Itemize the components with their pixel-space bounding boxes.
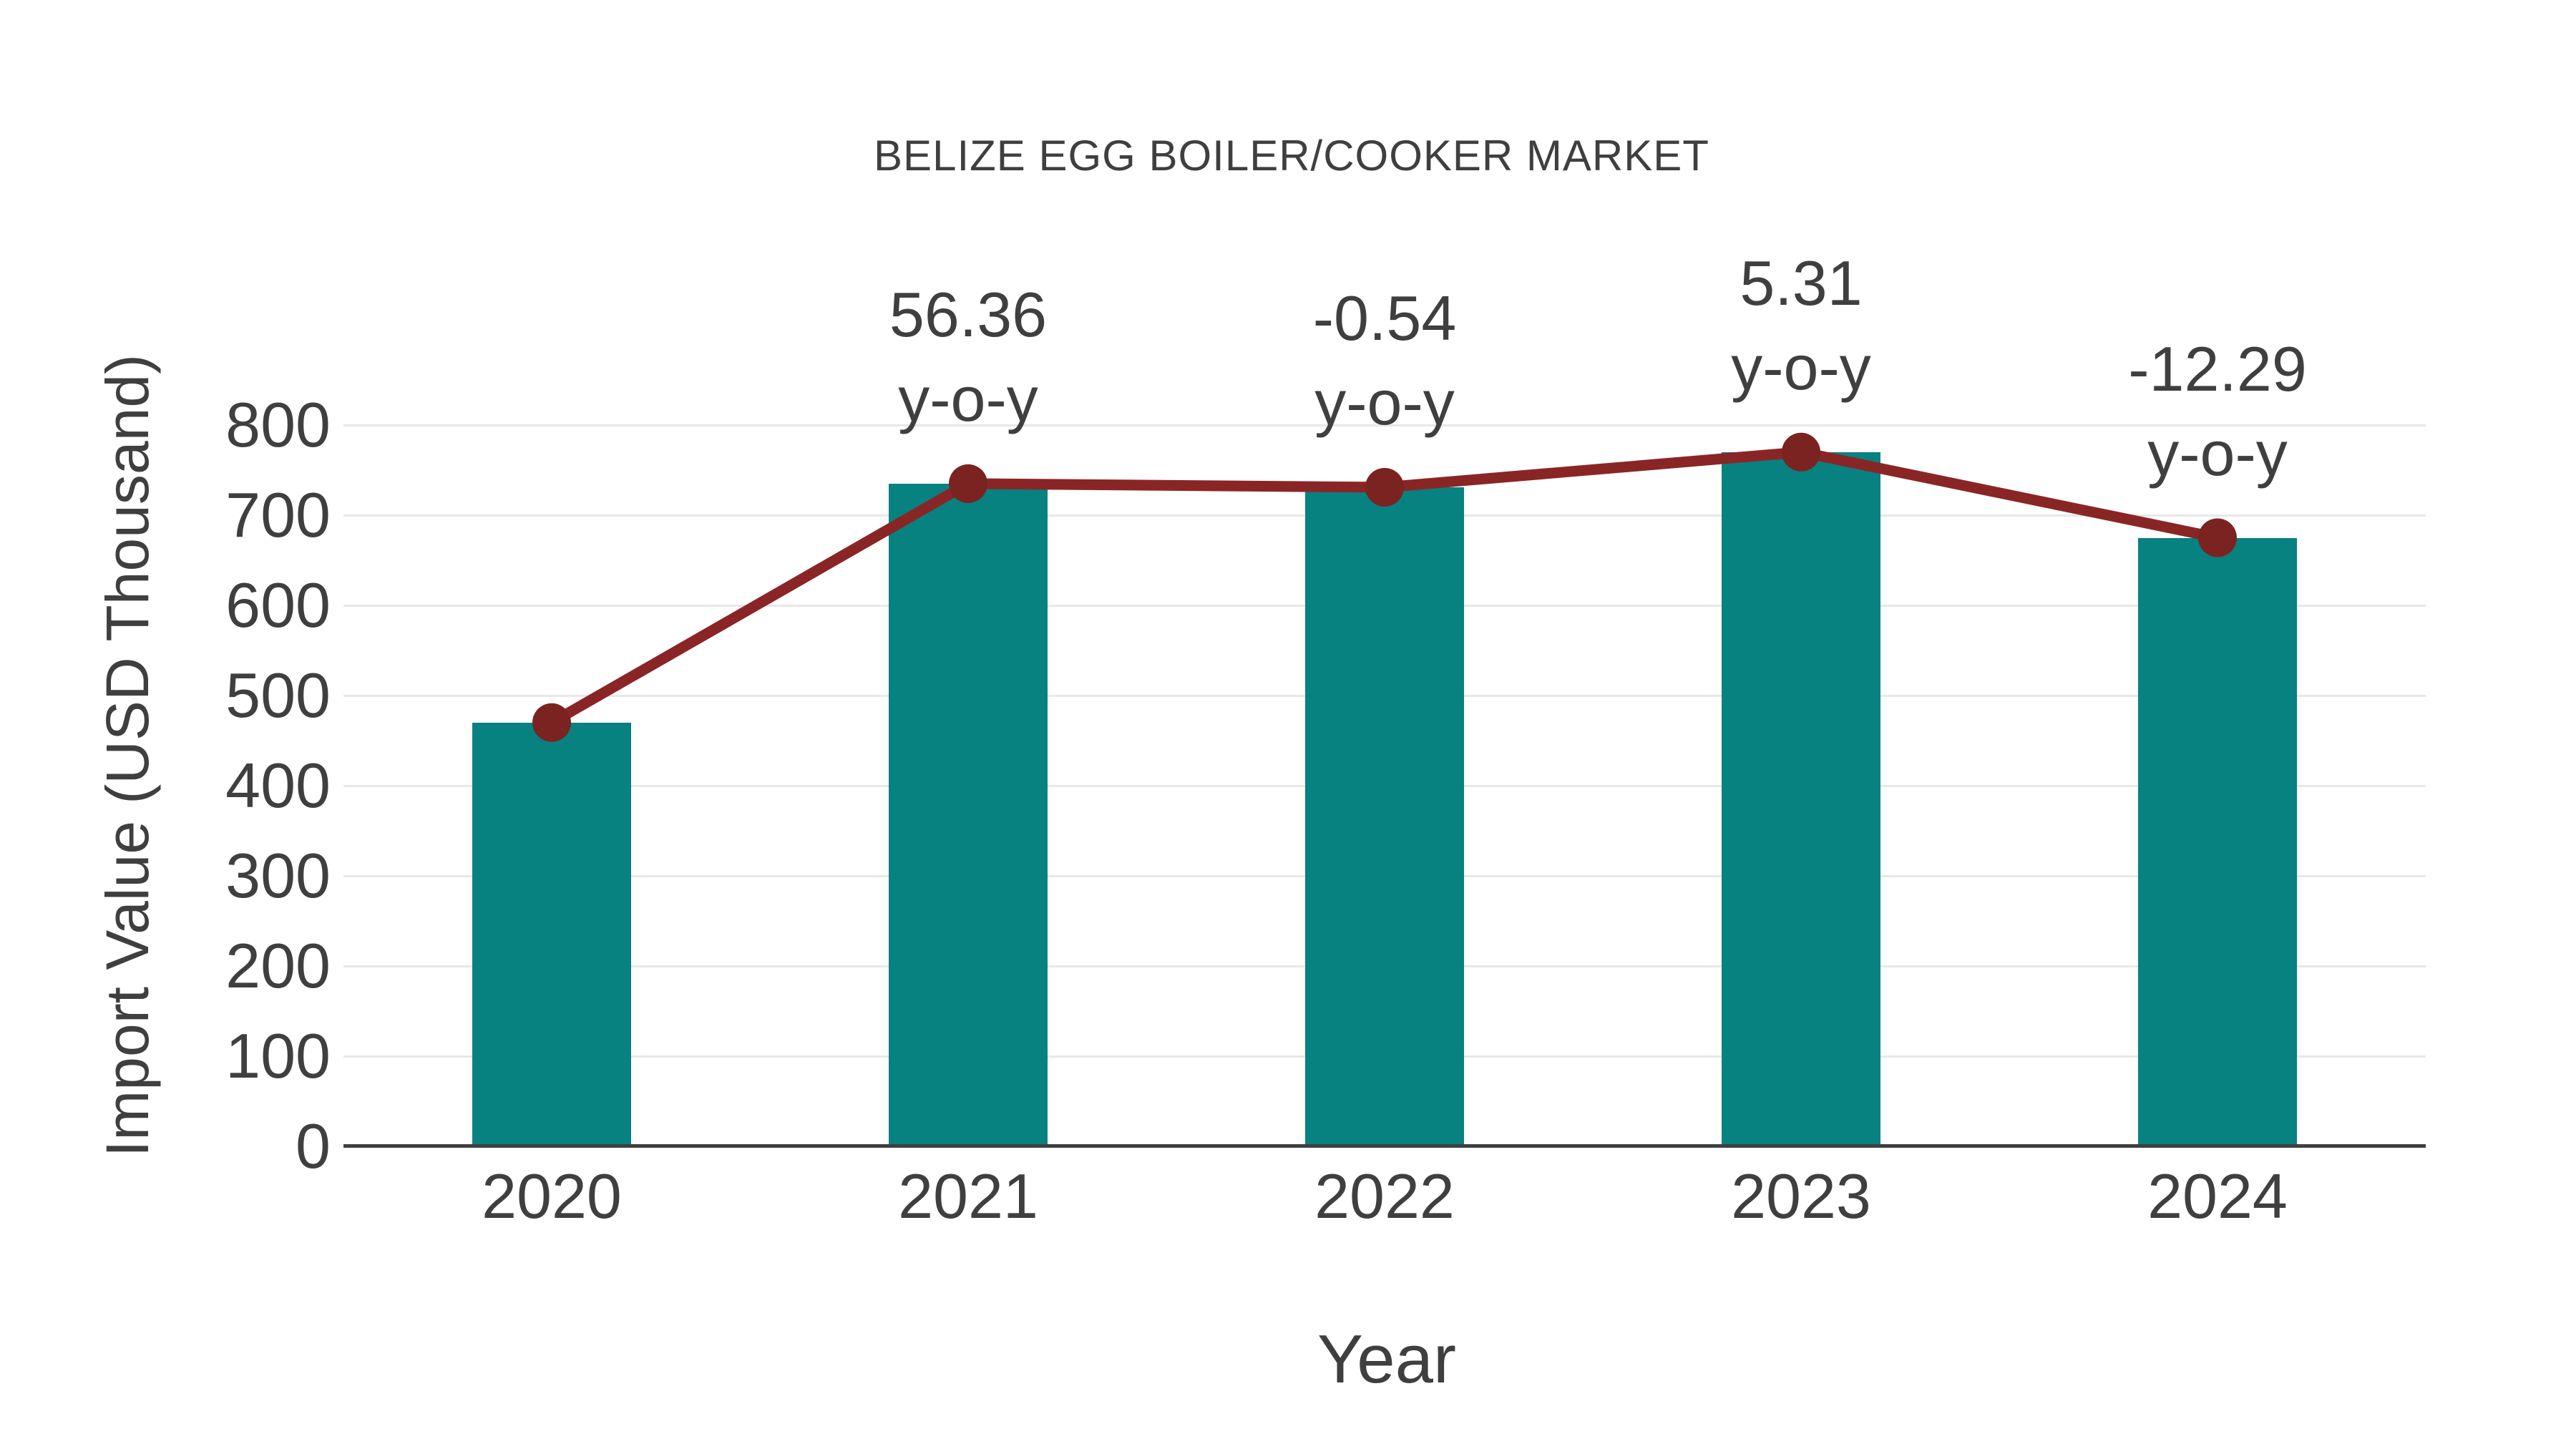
y-tick-label-700: 700 — [225, 479, 331, 550]
yoy-value-2023: 5.31 — [1740, 247, 1863, 318]
yoy-suffix-2021: y-o-y — [898, 363, 1038, 434]
bar-2024 — [2138, 537, 2297, 1146]
bar-2023 — [1722, 452, 1880, 1146]
y-tick-label-300: 300 — [225, 840, 331, 911]
bar-2022 — [1305, 487, 1464, 1146]
grid-line-800 — [343, 424, 2426, 426]
x-tick-label-2022: 2022 — [1314, 1161, 1455, 1231]
yoy-value-2022: -0.54 — [1312, 282, 1457, 353]
y-tick-label-600: 600 — [225, 570, 331, 640]
x-tick-label-2023: 2023 — [1731, 1161, 1871, 1231]
yoy-value-2021: 56.36 — [889, 278, 1048, 350]
chart-title: BELIZE EGG BOILER/COOKER MARKET — [874, 132, 1709, 180]
yoy-suffix-2023: y-o-y — [1731, 331, 1871, 403]
yoy-suffix-2022: y-o-y — [1314, 366, 1455, 438]
x-tick-label-2020: 2020 — [482, 1161, 622, 1231]
x-tick-label-2024: 2024 — [2147, 1161, 2288, 1231]
x-axis-line — [343, 1144, 2426, 1148]
x-axis-title: Year — [1317, 1321, 1456, 1397]
y-tick-label-100: 100 — [225, 1020, 331, 1091]
yoy-suffix-2024: y-o-y — [2147, 417, 2288, 489]
x-tick-label-2021: 2021 — [898, 1161, 1038, 1231]
y-tick-label-500: 500 — [225, 660, 331, 731]
yoy-value-2024: -12.29 — [2128, 333, 2307, 404]
y-tick-label-400: 400 — [225, 750, 331, 821]
y-tick-label-200: 200 — [225, 930, 331, 1001]
y-tick-label-800: 800 — [225, 389, 331, 460]
bar-2020 — [472, 722, 631, 1146]
bar-2021 — [889, 483, 1048, 1146]
y-tick-label-0: 0 — [296, 1111, 331, 1181]
